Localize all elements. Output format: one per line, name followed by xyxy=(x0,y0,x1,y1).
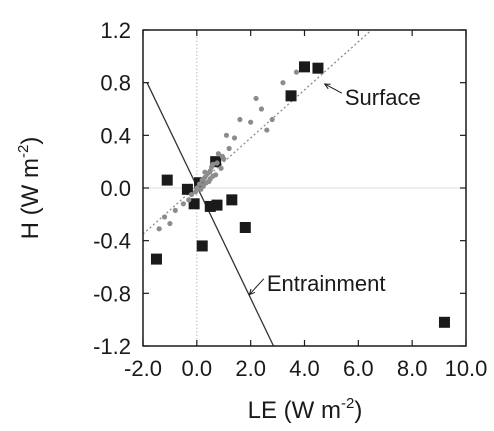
dot-point xyxy=(210,173,216,179)
square-point xyxy=(150,253,162,265)
dot-point xyxy=(209,164,215,170)
dot-point xyxy=(280,80,286,86)
annotation-label: Entrainment xyxy=(267,271,386,296)
square-point xyxy=(312,62,324,74)
x-tick-label: 10.0 xyxy=(445,356,488,381)
y-tick-label: 1.2 xyxy=(100,18,131,43)
dot-point xyxy=(248,119,254,125)
y-tick-label: -0.4 xyxy=(93,229,131,254)
data-points xyxy=(150,61,450,328)
dot-point xyxy=(206,178,212,185)
square-point xyxy=(161,174,173,186)
x-tick-label: 2.0 xyxy=(235,356,266,381)
entrainment-line xyxy=(146,82,275,346)
surface-line xyxy=(143,30,373,235)
square-point xyxy=(226,194,238,206)
dot-point xyxy=(218,165,224,171)
square-point xyxy=(196,240,208,252)
dot-point xyxy=(269,116,275,123)
dot-point xyxy=(161,214,168,220)
x-tick-label: 4.0 xyxy=(289,356,320,381)
x-axis-title: LE (W m-2) xyxy=(248,395,363,424)
square-point xyxy=(239,222,251,233)
y-tick-label: -0.8 xyxy=(93,281,131,306)
dot-point xyxy=(167,220,173,227)
dot-point xyxy=(226,145,232,152)
dot-point xyxy=(264,127,270,133)
dot-point xyxy=(198,186,204,192)
square-point xyxy=(211,199,223,211)
dot-point xyxy=(200,182,207,188)
dot-point xyxy=(186,197,192,203)
dot-point xyxy=(215,151,221,157)
dot-point xyxy=(156,226,162,232)
dot-point xyxy=(188,191,195,198)
annotation-arrow xyxy=(248,278,265,295)
y-tick-label: 0.8 xyxy=(100,71,131,96)
y-tick-label: 0.0 xyxy=(100,176,131,201)
dot-point xyxy=(258,106,265,112)
dot-point xyxy=(180,201,186,207)
annotation-label: Surface xyxy=(345,85,421,110)
y-tick-label: -1.2 xyxy=(93,334,131,359)
dot-point xyxy=(202,169,208,175)
dot-point xyxy=(199,177,205,183)
x-tick-label: -2.0 xyxy=(124,356,162,381)
annotation-arrowhead xyxy=(248,288,256,296)
dot-point xyxy=(237,116,243,123)
y-axis-title: H (W m-2) xyxy=(15,137,44,240)
dot-point xyxy=(194,185,200,191)
x-tick-label: 0.0 xyxy=(182,356,213,381)
dot-point xyxy=(253,95,259,102)
dot-point xyxy=(192,189,199,195)
x-tick-label: 8.0 xyxy=(397,356,428,381)
square-point xyxy=(188,198,200,210)
dot-point xyxy=(223,132,230,138)
dot-point xyxy=(196,181,203,187)
annotation-arrow xyxy=(324,83,343,94)
x-tick-label: 6.0 xyxy=(343,356,374,381)
reference-lines xyxy=(143,30,373,346)
dot-point xyxy=(172,207,178,213)
dot-point xyxy=(293,69,300,75)
dot-point xyxy=(231,135,238,141)
annotations: Surface Entrainment xyxy=(248,83,421,296)
square-point xyxy=(285,90,297,102)
square-point xyxy=(204,200,216,212)
axis-ticks: -2.0 0.0 2.0 4.0 6.0 8.0 10.0 1.2 0.8 0.4 0.0 -0.4 -… xyxy=(93,18,487,381)
dot-point xyxy=(214,160,220,166)
dot-point xyxy=(219,153,226,159)
square-point xyxy=(181,183,193,195)
square-point xyxy=(438,316,450,328)
y-tick-label: 0.4 xyxy=(100,123,131,148)
square-point xyxy=(299,61,310,73)
annotation-arrowhead xyxy=(323,83,331,90)
